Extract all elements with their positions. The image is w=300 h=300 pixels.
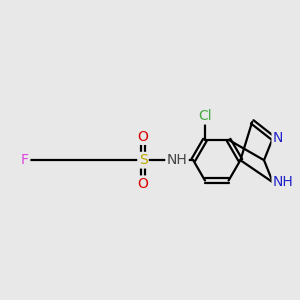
Text: O: O xyxy=(138,130,148,144)
Text: S: S xyxy=(139,153,147,167)
Text: F: F xyxy=(21,153,29,167)
Text: NH: NH xyxy=(273,175,294,189)
Text: NH: NH xyxy=(167,153,188,167)
Text: O: O xyxy=(138,177,148,191)
Text: N: N xyxy=(273,131,283,145)
Text: Cl: Cl xyxy=(198,109,212,123)
